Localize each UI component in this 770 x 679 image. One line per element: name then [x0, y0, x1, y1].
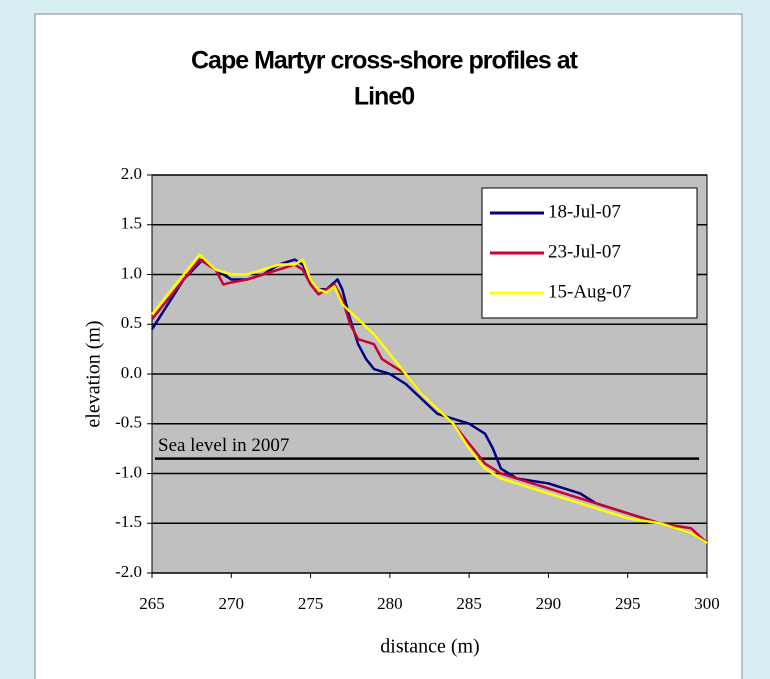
legend-label: 15-Aug-07 — [548, 281, 631, 302]
x-tick-label: 270 — [219, 594, 245, 613]
y-tick-label: -2.0 — [115, 562, 142, 581]
y-tick-label: -1.0 — [115, 462, 142, 481]
data-line — [151, 253, 708, 545]
y-tick-label: 2.0 — [121, 164, 142, 183]
y-axis-label: elevation (m) — [83, 320, 105, 427]
x-axis-label: distance (m) — [380, 636, 479, 658]
annotation: Sea level in 2007 — [158, 435, 289, 456]
data-line — [151, 258, 708, 545]
y-tick-label: 0.0 — [121, 363, 142, 382]
x-tick-label: 300 — [694, 594, 720, 613]
x-tick-label: 295 — [615, 594, 641, 613]
x-tick-label: 290 — [536, 594, 562, 613]
chart-subtitle: Line0 — [354, 83, 414, 111]
x-tick-label: 280 — [377, 594, 403, 613]
legend-label: 23-Jul-07 — [548, 241, 621, 262]
x-tick-label: 275 — [298, 594, 324, 613]
y-tick-label: 0.5 — [121, 313, 142, 332]
y-tick-label: 1.5 — [121, 214, 142, 233]
chart-title: Cape Martyr cross-shore profiles at — [191, 47, 579, 75]
x-tick-label: 265 — [139, 594, 165, 613]
x-tick-label: 285 — [456, 594, 482, 613]
legend-label: 18-Jul-07 — [548, 201, 621, 222]
y-tick-label: -1.5 — [115, 512, 142, 531]
y-tick-label: -0.5 — [115, 413, 142, 432]
y-tick-label: 1.0 — [121, 263, 142, 282]
